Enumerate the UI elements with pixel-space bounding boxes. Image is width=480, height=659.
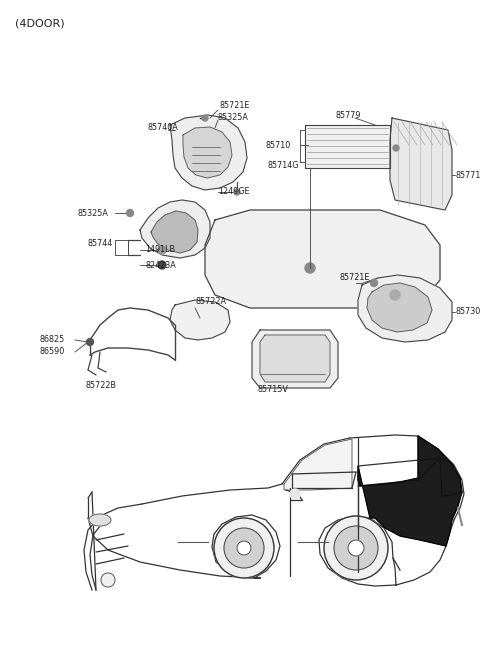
Polygon shape [205,210,440,308]
Text: 85771: 85771 [455,171,480,179]
Text: 85714G: 85714G [268,161,300,169]
Circle shape [371,279,377,287]
Polygon shape [284,439,352,490]
Text: 85325A: 85325A [78,208,109,217]
Polygon shape [183,127,232,178]
Text: 85715V: 85715V [258,386,289,395]
Polygon shape [260,335,330,382]
Circle shape [214,518,274,578]
Circle shape [158,261,166,269]
Text: 85710: 85710 [265,140,290,150]
Text: 85740A: 85740A [148,123,179,132]
Circle shape [324,516,388,580]
Polygon shape [358,275,452,342]
Circle shape [290,489,300,499]
Text: (4DOOR): (4DOOR) [15,18,65,28]
Polygon shape [151,211,198,253]
Text: 86825: 86825 [40,335,65,345]
Polygon shape [390,118,452,210]
Text: 85722B: 85722B [85,380,116,389]
Text: 85325A: 85325A [218,113,249,123]
Polygon shape [305,125,390,168]
Circle shape [234,189,240,195]
Circle shape [158,246,166,254]
Circle shape [224,528,264,568]
Circle shape [86,339,94,345]
Circle shape [393,145,399,151]
Polygon shape [140,200,210,258]
Text: 85779: 85779 [335,111,360,119]
Text: 86590: 86590 [40,347,65,357]
Circle shape [101,573,115,587]
Text: 85721E: 85721E [220,101,251,109]
Polygon shape [367,283,432,332]
Text: 1491LB: 1491LB [145,246,175,254]
Circle shape [202,115,208,121]
Ellipse shape [89,514,111,526]
Circle shape [237,541,251,555]
Text: 1249GE: 1249GE [218,188,250,196]
Circle shape [390,290,400,300]
Polygon shape [170,300,230,340]
Polygon shape [252,330,338,388]
Polygon shape [358,436,462,546]
Text: 85722A: 85722A [195,297,226,306]
Polygon shape [170,115,247,190]
Text: 85744: 85744 [88,239,113,248]
Circle shape [334,526,378,570]
Text: 85721E: 85721E [340,273,371,283]
Circle shape [305,263,315,273]
Text: 82423A: 82423A [145,260,176,270]
Text: 85730A: 85730A [455,308,480,316]
Circle shape [348,540,364,556]
Circle shape [127,210,133,217]
